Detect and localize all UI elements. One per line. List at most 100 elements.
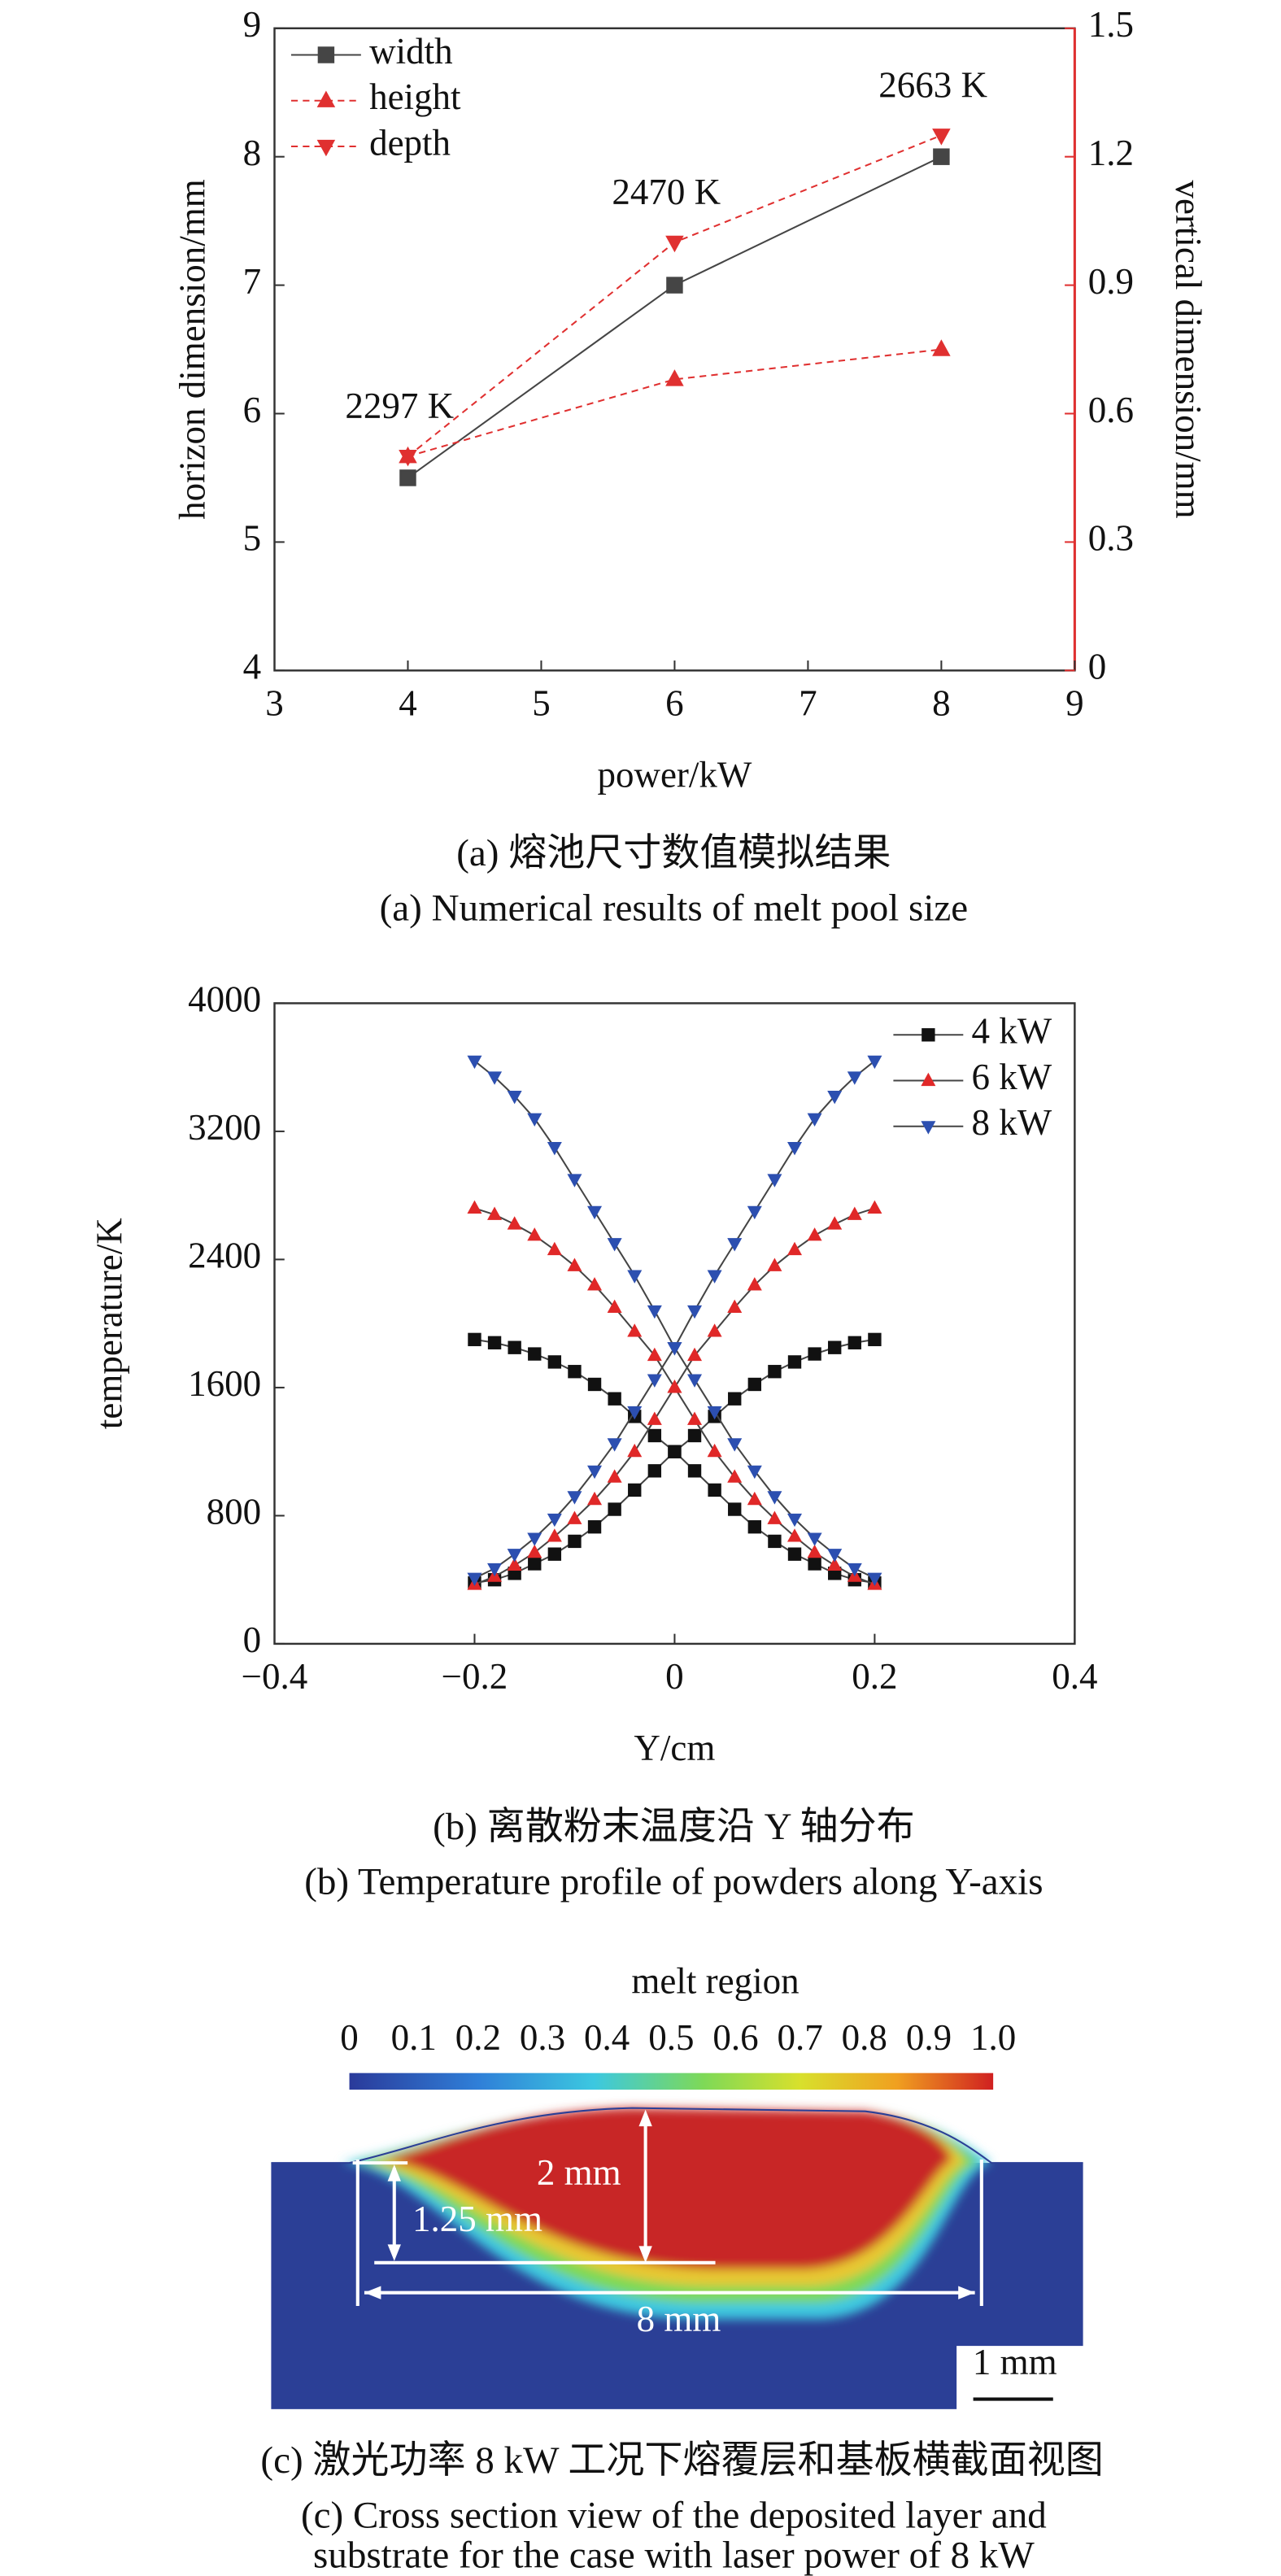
marker [547,1547,562,1561]
marker [707,1323,722,1337]
marker [399,469,416,486]
colorbar-label: 0.4 [584,2017,630,2058]
marker [787,1142,803,1156]
marker [827,1216,843,1230]
marker [567,1491,582,1505]
marker [507,1549,522,1563]
marker [667,1380,682,1393]
caption: (a) Numerical results of melt pool size [380,887,969,930]
y-tick-label: 2400 [188,1236,261,1276]
marker [568,1365,582,1379]
legend-label: depth [369,122,451,163]
marker [608,1392,621,1406]
marker [665,369,684,386]
marker [727,1469,743,1483]
marker [847,1563,862,1577]
colorbar-title: melt region [631,1961,799,2002]
marker [747,1520,761,1534]
marker [727,1238,743,1252]
y-tick-label: 4000 [188,979,261,1020]
marker [707,1270,722,1284]
dimension-label: 2 mm [537,2152,621,2193]
marker [527,1227,542,1241]
marker [547,1528,562,1542]
y2-tick-label: 1.2 [1088,133,1134,173]
marker [932,129,951,146]
marker [747,1205,762,1220]
caption: (a) 熔池尺寸数值模拟结果 [456,832,891,874]
marker [787,1547,802,1561]
colorbar-label: 0.5 [648,2017,694,2058]
colorbar [349,2073,994,2090]
marker [627,1443,643,1458]
marker [587,1277,603,1291]
marker [528,1557,542,1571]
marker [787,1513,803,1528]
x-axis-label: power/kW [597,755,752,795]
colorbar-label: 0.8 [842,2017,887,2058]
marker [727,1438,743,1452]
marker [747,1377,761,1392]
marker [487,1336,502,1349]
marker [628,1483,642,1497]
caption: substrate for the case with laser power … [313,2535,1035,2576]
y2-tick-label: 0.9 [1088,261,1134,302]
marker [827,1091,843,1105]
x-tick-label: 6 [665,683,683,724]
x-tick-label: 0.2 [852,1656,897,1697]
marker [607,1238,622,1252]
caption: (c) Cross section view of the deposited … [301,2495,1047,2537]
marker [587,1465,603,1480]
marker [808,1557,821,1571]
marker [687,1411,703,1425]
marker [767,1257,782,1271]
marker [687,1347,703,1362]
marker [567,1257,582,1271]
colorbar-label: 0.3 [520,2017,565,2058]
series-line [474,1207,875,1586]
marker [627,1323,643,1337]
marker [567,1174,582,1188]
colorbar-label: 0.6 [712,2017,758,2058]
marker [399,449,417,467]
marker [867,1572,882,1587]
marker [468,1332,481,1347]
marker [647,1305,662,1319]
marker [487,1206,503,1220]
marker [728,1502,742,1516]
marker [768,1534,782,1549]
dimension-label: 1.25 mm [412,2199,542,2239]
dimension-label: 8 mm [637,2299,721,2339]
marker [527,1113,542,1127]
marker [507,1216,522,1230]
marker [667,1342,682,1356]
y-tick-label: 0 [243,1619,261,1660]
x-tick-label: 8 [932,683,950,724]
marker [627,1270,643,1284]
y-tick-label: 4 [243,647,261,687]
arrow-heads [364,2109,975,2299]
marker [828,1340,842,1354]
y-tick-label: 3200 [188,1107,261,1148]
marker [847,1071,862,1085]
marker [647,1428,662,1443]
marker [587,1377,602,1392]
legend-label: 4 kW [972,1011,1052,1052]
marker [627,1406,643,1420]
y-tick-label: 5 [243,518,261,559]
legend-label: 8 kW [972,1102,1052,1143]
colorbar-label: 0 [340,2017,358,2058]
marker [827,1549,843,1563]
marker [787,1241,803,1256]
marker [647,1464,662,1478]
y-tick-label: 6 [243,390,261,430]
marker [666,277,683,294]
marker [568,1534,582,1549]
marker [827,1557,843,1571]
marker [587,1491,603,1506]
caption: (b) Temperature profile of powders along… [304,1860,1043,1903]
scale-bar-box [956,2346,1090,2413]
marker [867,1200,882,1214]
